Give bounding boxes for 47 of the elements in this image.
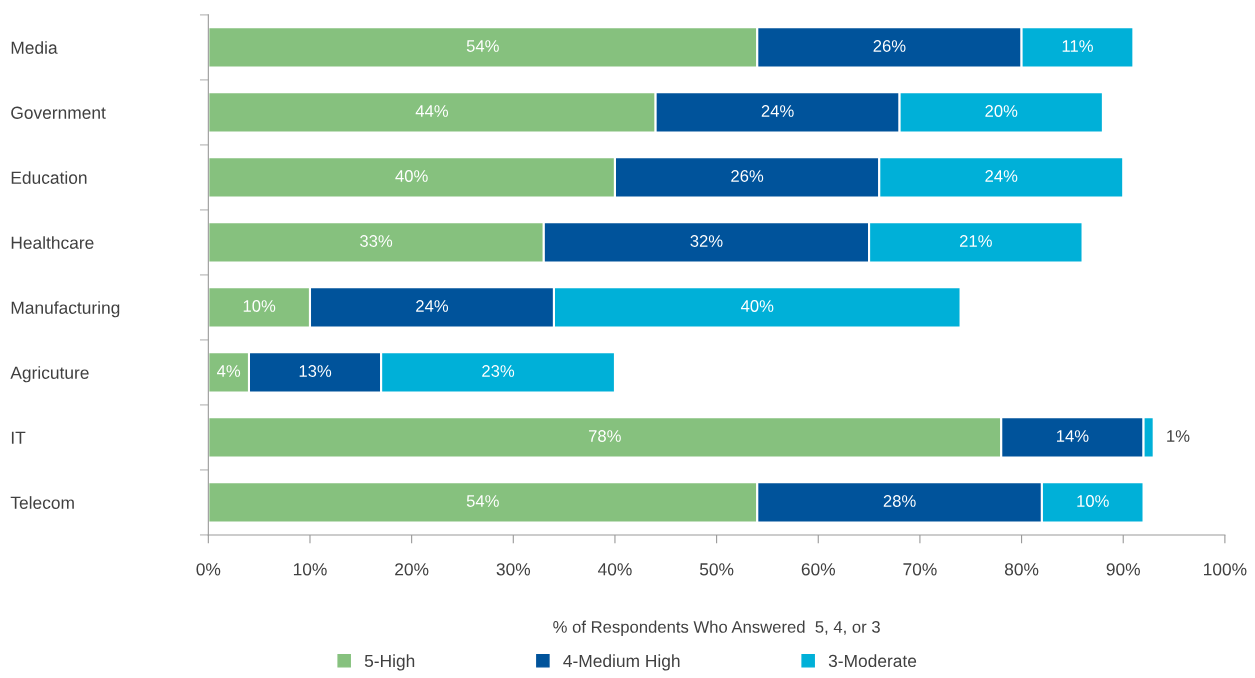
data-label: 78%	[588, 430, 621, 442]
x-tick-label: 50%	[699, 563, 734, 576]
x-tick-label: 20%	[395, 563, 429, 576]
data-label: 54%	[466, 40, 499, 52]
data-label: 1%	[1167, 430, 1190, 442]
data-label: 54%	[466, 495, 499, 507]
y-tick-label: Government	[11, 106, 106, 119]
x-tick-label: 0%	[196, 563, 221, 576]
x-tick-label: 100%	[1204, 563, 1247, 576]
data-label: 32%	[690, 235, 723, 247]
data-label: 24%	[761, 105, 794, 117]
x-axis-title: % of Respondents Who Answered 5, 4, or 3	[553, 620, 880, 637]
x-tick-label: 80%	[1004, 563, 1039, 576]
legend-label: 3-Moderate	[828, 654, 917, 668]
data-label: 23%	[482, 365, 515, 377]
y-tick-label: Media	[11, 41, 58, 54]
x-tick-label: 40%	[597, 563, 632, 576]
data-label: 10%	[1077, 495, 1109, 507]
y-tick-label: Manufacturing	[11, 301, 120, 318]
y-tick-label: IT	[11, 431, 26, 444]
x-tick-label: 10%	[293, 563, 327, 576]
data-label: 26%	[873, 40, 906, 52]
x-tick-label: 90%	[1106, 563, 1140, 576]
data-label: 26%	[731, 170, 764, 182]
data-label: 4%	[217, 365, 241, 377]
data-label: 40%	[740, 300, 774, 312]
data-label: 33%	[360, 235, 393, 247]
x-tick-label: 70%	[903, 563, 937, 576]
legend-label: 5-High	[364, 654, 415, 671]
data-label: 28%	[883, 495, 916, 507]
data-label: 24%	[416, 300, 449, 312]
data-label: 20%	[985, 105, 1018, 117]
data-label: 13%	[299, 365, 332, 377]
y-tick-label: Agricuture	[10, 366, 89, 383]
data-label: 24%	[985, 170, 1018, 182]
data-label: 21%	[959, 235, 992, 247]
y-tick-label: Healthcare	[11, 236, 94, 249]
y-tick-label: Education	[11, 171, 87, 184]
data-label: 10%	[243, 300, 276, 312]
x-tick-label: 30%	[496, 563, 531, 576]
data-label: 14%	[1056, 430, 1089, 442]
legend-label: 4-Medium High	[563, 654, 680, 671]
data-label: 40%	[395, 170, 428, 182]
data-label: 11%	[1062, 40, 1093, 52]
y-tick-label: Telecom	[10, 496, 74, 509]
x-tick-label: 60%	[801, 563, 836, 576]
data-label: 44%	[415, 105, 449, 117]
